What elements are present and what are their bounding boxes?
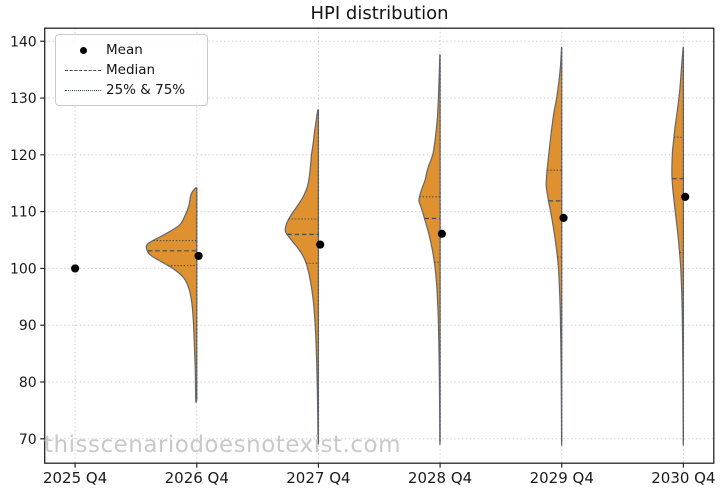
y-tick-label: 140 — [10, 34, 37, 50]
mean-dot — [437, 229, 446, 238]
violin-2028-q4 — [418, 54, 441, 446]
y-tick-label: 110 — [10, 205, 37, 221]
violin-2029-q4 — [545, 46, 563, 446]
x-tick-label: 2027 Q4 — [286, 469, 350, 487]
y-tick-label: 100 — [10, 261, 37, 277]
mean-dot-icon — [79, 46, 87, 54]
x-tick-label: 2030 Q4 — [651, 469, 715, 487]
mean-dot — [316, 240, 325, 249]
x-tick-label: 2028 Q4 — [408, 469, 472, 487]
legend-label-median: Median — [106, 62, 156, 78]
quartiles-dotted-line-icon — [65, 89, 101, 91]
median-marker-cell — [60, 69, 106, 71]
violin-2030-q4 — [671, 46, 684, 446]
mean-dot — [194, 251, 203, 261]
x-tick-label: 2029 Q4 — [530, 469, 594, 487]
chart-title: HPI distribution — [310, 3, 449, 24]
y-tick-label: 120 — [10, 148, 37, 164]
legend-label-quartiles: 25% & 75% — [106, 82, 186, 98]
legend-item-mean: Mean — [60, 40, 199, 60]
chart-legend: Mean Median 25% & 75% — [55, 34, 208, 106]
x-tick-label: 2026 Q4 — [165, 469, 229, 487]
axes-spines — [44, 27, 715, 464]
violin-2026-q4 — [145, 186, 198, 403]
x-tick-label: 2025 Q4 — [43, 469, 107, 487]
y-tick-label: 90 — [19, 318, 37, 334]
mean-dot — [681, 192, 690, 201]
quartiles-marker-cell — [60, 89, 106, 91]
mean-marker-cell — [60, 46, 106, 54]
legend-item-median: Median — [60, 60, 199, 80]
y-tick-label: 70 — [19, 432, 37, 448]
y-tick-label: 80 — [19, 375, 37, 391]
mean-dot — [71, 264, 80, 273]
median-dashed-line-icon — [65, 69, 101, 71]
y-tick-label: 130 — [10, 91, 37, 107]
violin-2027-q4 — [284, 109, 320, 445]
mean-dot — [559, 213, 568, 222]
watermark-text: thisscenariodoesnotexist.com — [44, 432, 401, 458]
legend-label-mean: Mean — [106, 42, 143, 58]
legend-item-quartiles: 25% & 75% — [60, 80, 199, 100]
